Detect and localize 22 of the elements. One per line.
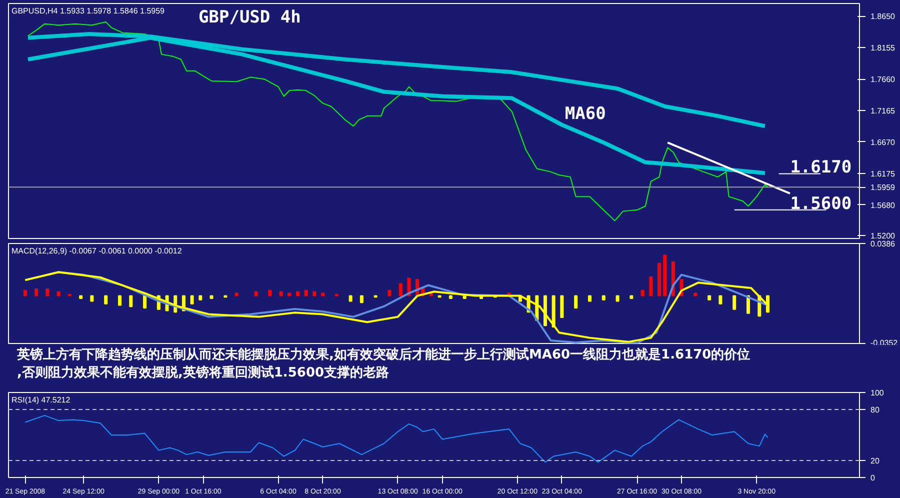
chart-title: MACD(12,26,9) -0.0067 -0.0061 0.0000 -0.0012	[12, 246, 182, 256]
chart-subtitle: GBPUSD,H4 1.5933 1.5978 1.5846 1.5959	[12, 6, 166, 16]
y-tick-label: 1.6670	[870, 138, 896, 147]
annotation: 1.5600	[790, 194, 852, 214]
y-tick-label: 1.7165	[870, 106, 896, 116]
y-tick-label: 0.0386	[870, 240, 896, 248]
y-tick-label: 1.5680	[870, 200, 896, 210]
y-tick-label: 1.8650	[870, 12, 896, 22]
y-tick-label: 80	[870, 406, 880, 414]
y-tick-label: 20	[870, 456, 880, 466]
y-tick-label: 100	[870, 388, 884, 398]
annotation: 1.6170	[790, 158, 852, 178]
y-tick-label: 1.7660	[870, 75, 896, 84]
chart-title: GBP/USD 4h	[198, 8, 301, 28]
y-tick-label: 1.6175	[870, 169, 896, 178]
y-tick-label: 1.8155	[870, 44, 896, 53]
chart-title: RSI(14) 47.5212	[12, 396, 71, 404]
y-tick-label: 1.5200	[870, 231, 896, 240]
y-tick-label: 1.5959	[870, 183, 896, 192]
annotation: MA60	[564, 104, 606, 124]
text: 英镑上方有下降趋势线的压制从而还未能摆脱压力效果,如有效突破后才能进一步上行测试MA60一线阻力也就是1.6170的价位,否则阻力效果不能有效摆脱,英镑将重回测试1.5600支撑的老路	[16, 346, 750, 381]
y-tick-label: 0	[870, 474, 876, 482]
